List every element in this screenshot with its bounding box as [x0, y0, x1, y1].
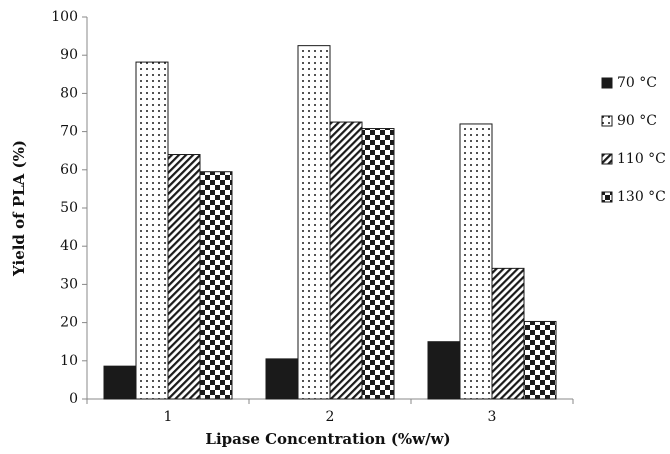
y-tick-label: 90: [60, 47, 78, 63]
legend-swatch: [601, 115, 613, 127]
bar: [199, 171, 233, 400]
legend-label: 130 °C: [617, 189, 666, 205]
x-tick-label: 2: [326, 409, 335, 425]
bar: [523, 320, 557, 400]
bar: [427, 341, 461, 400]
x-axis-title: Lipase Concentration (%w/w): [205, 430, 450, 448]
y-tick-label: 10: [60, 353, 78, 369]
bar: [329, 121, 363, 400]
bar: [297, 45, 331, 400]
legend-swatch: [601, 191, 613, 203]
x-tick-label: 3: [488, 409, 497, 425]
y-tick-label: 40: [60, 238, 78, 254]
y-tick-label: 60: [60, 162, 78, 178]
bar: [135, 61, 169, 400]
y-tick-label: 20: [60, 315, 78, 331]
legend-label: 90 °C: [617, 113, 657, 129]
legend-swatch: [601, 153, 613, 165]
y-tick-label: 30: [60, 276, 78, 292]
bar: [103, 365, 137, 400]
x-tick-label: 1: [164, 409, 173, 425]
legend-swatch: [601, 77, 613, 89]
y-tick-label: 70: [60, 124, 78, 140]
y-tick-label: 100: [51, 9, 78, 25]
bar: [265, 358, 299, 400]
y-tick-label: 50: [60, 200, 78, 216]
legend-label: 110 °C: [617, 151, 666, 167]
y-tick-label: 0: [69, 391, 78, 407]
bar: [459, 123, 493, 400]
bar: [361, 128, 395, 400]
legend-label: 70 °C: [617, 75, 657, 91]
bar: [167, 154, 201, 400]
y-axis-title: Yield of PLA (%): [10, 140, 28, 277]
bar: [491, 267, 525, 400]
y-tick-label: 80: [60, 85, 78, 101]
